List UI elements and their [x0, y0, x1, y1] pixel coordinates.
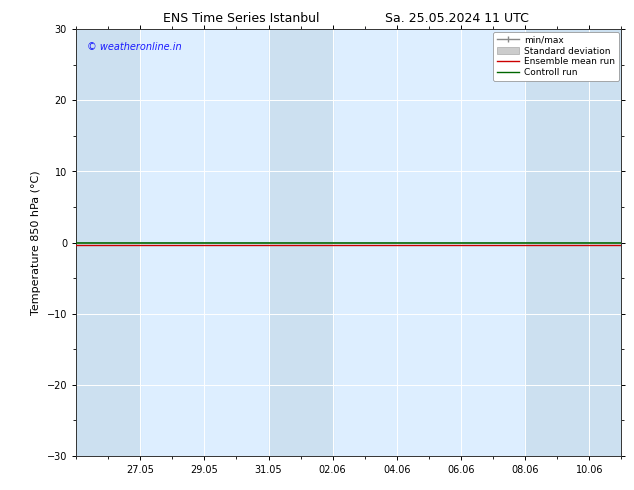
Y-axis label: Temperature 850 hPa (°C): Temperature 850 hPa (°C)	[31, 170, 41, 315]
Text: © weatheronline.in: © weatheronline.in	[87, 42, 181, 52]
Text: ENS Time Series Istanbul: ENS Time Series Istanbul	[163, 12, 319, 25]
Bar	[525, 29, 589, 456]
Legend: min/max, Standard deviation, Ensemble mean run, Controll run: min/max, Standard deviation, Ensemble me…	[493, 32, 619, 81]
Text: Sa. 25.05.2024 11 UTC: Sa. 25.05.2024 11 UTC	[385, 12, 528, 25]
Bar	[589, 29, 621, 456]
Bar	[269, 29, 333, 456]
Bar	[76, 29, 140, 456]
